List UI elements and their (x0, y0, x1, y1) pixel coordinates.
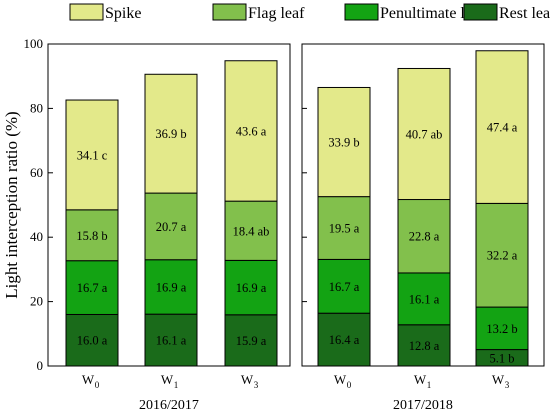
x-category-subscript: 0 (95, 380, 100, 390)
bar-data-label: 19.5 a (329, 222, 360, 236)
bar-segment-rest-leaves (317, 312, 371, 367)
bar-data-label: 36.9 b (155, 127, 186, 141)
bar-data-label: 16.7 a (329, 280, 360, 294)
bar-segment-penultimate-leaf (65, 260, 119, 315)
x-category-subscript: 1 (427, 380, 432, 390)
y-tick-label: 40 (30, 229, 43, 244)
bar-segment-rest-leaves (397, 324, 451, 367)
legend-swatch-spike (69, 3, 104, 21)
bar-segment-rest-leaves (224, 314, 278, 367)
legend-swatch-rest-leaves (463, 3, 498, 21)
bar-data-label: 15.9 a (236, 334, 267, 348)
bar-data-label: 47.4 a (487, 121, 518, 135)
legend-label-rest-leaves: Rest leaves (499, 5, 550, 22)
bar-data-label: 16.1 a (409, 292, 440, 306)
bar-data-label: 5.1 b (490, 351, 515, 365)
group-label: 2016/2017 (139, 398, 199, 413)
bar-data-label: 16.1 a (156, 334, 187, 348)
x-category-subscript: 3 (254, 380, 259, 390)
bar-segment-penultimate-leaf (317, 258, 371, 314)
bar-data-label: 18.4 ab (233, 224, 270, 238)
bar-data-label: 13.2 b (486, 322, 517, 336)
x-category-label: W (161, 372, 174, 387)
bar-data-label: 16.9 a (236, 281, 267, 295)
bar-data-label: 12.8 a (409, 339, 440, 353)
x-category-label: W (414, 372, 427, 387)
x-category-label: W (334, 372, 347, 387)
x-category-subscript: 0 (347, 380, 352, 390)
bar-segment-penultimate-leaf (144, 259, 198, 315)
x-category-subscript: 3 (505, 380, 510, 390)
bar-segment-spike (317, 86, 371, 198)
y-tick-label: 80 (30, 100, 43, 115)
bar-data-label: 43.6 a (236, 124, 267, 138)
legend-label-penultimate-leaf: Penultimate leaf (380, 5, 485, 22)
legend-label-spike: Spike (105, 5, 141, 22)
y-axis-title: Light interception ratio (%) (2, 111, 21, 298)
bar-segment-flag-leaf (475, 202, 529, 308)
bar-segment-penultimate-leaf (475, 306, 529, 351)
bar-data-label: 40.7 ab (406, 127, 443, 141)
bar-segment-penultimate-leaf (224, 259, 278, 316)
bar-data-label: 32.2 a (487, 249, 518, 263)
y-tick-label: 0 (37, 358, 44, 373)
legend-swatch-flag-leaf (212, 3, 247, 21)
bar-segment-spike (397, 67, 451, 201)
bar-segment-spike (224, 60, 278, 202)
bar-data-label: 16.9 a (156, 280, 187, 294)
y-tick-label: 60 (30, 165, 43, 180)
bar-data-label: 16.0 a (77, 334, 108, 348)
bar-segment-spike (144, 73, 198, 194)
legend-label-flag-leaf: Flag leaf (248, 5, 305, 22)
x-category-subscript: 1 (174, 380, 179, 390)
x-category-label: W (82, 372, 95, 387)
legend-swatch-penultimate-leaf (344, 3, 379, 21)
bar-segment-flag-leaf (397, 199, 451, 274)
bar-data-label: 34.1 c (77, 148, 108, 162)
bar-segment-spike (475, 50, 529, 204)
bar-data-label: 20.7 a (156, 220, 187, 234)
bar-segment-penultimate-leaf (397, 272, 451, 326)
bar-segment-flag-leaf (317, 196, 371, 260)
group-label: 2017/2018 (393, 398, 453, 413)
y-tick-label: 20 (30, 294, 43, 309)
y-tick-label: 100 (24, 36, 44, 51)
bar-data-label: 22.8 a (409, 230, 440, 244)
bar-segment-spike (65, 99, 119, 211)
bar-data-label: 15.8 b (76, 229, 107, 243)
x-category-label: W (492, 372, 505, 387)
x-category-label: W (241, 372, 254, 387)
bar-data-label: 16.7 a (77, 281, 108, 295)
bar-segment-rest-leaves (65, 313, 119, 367)
bar-data-label: 16.4 a (329, 333, 360, 347)
bar-data-label: 33.9 b (328, 136, 359, 150)
